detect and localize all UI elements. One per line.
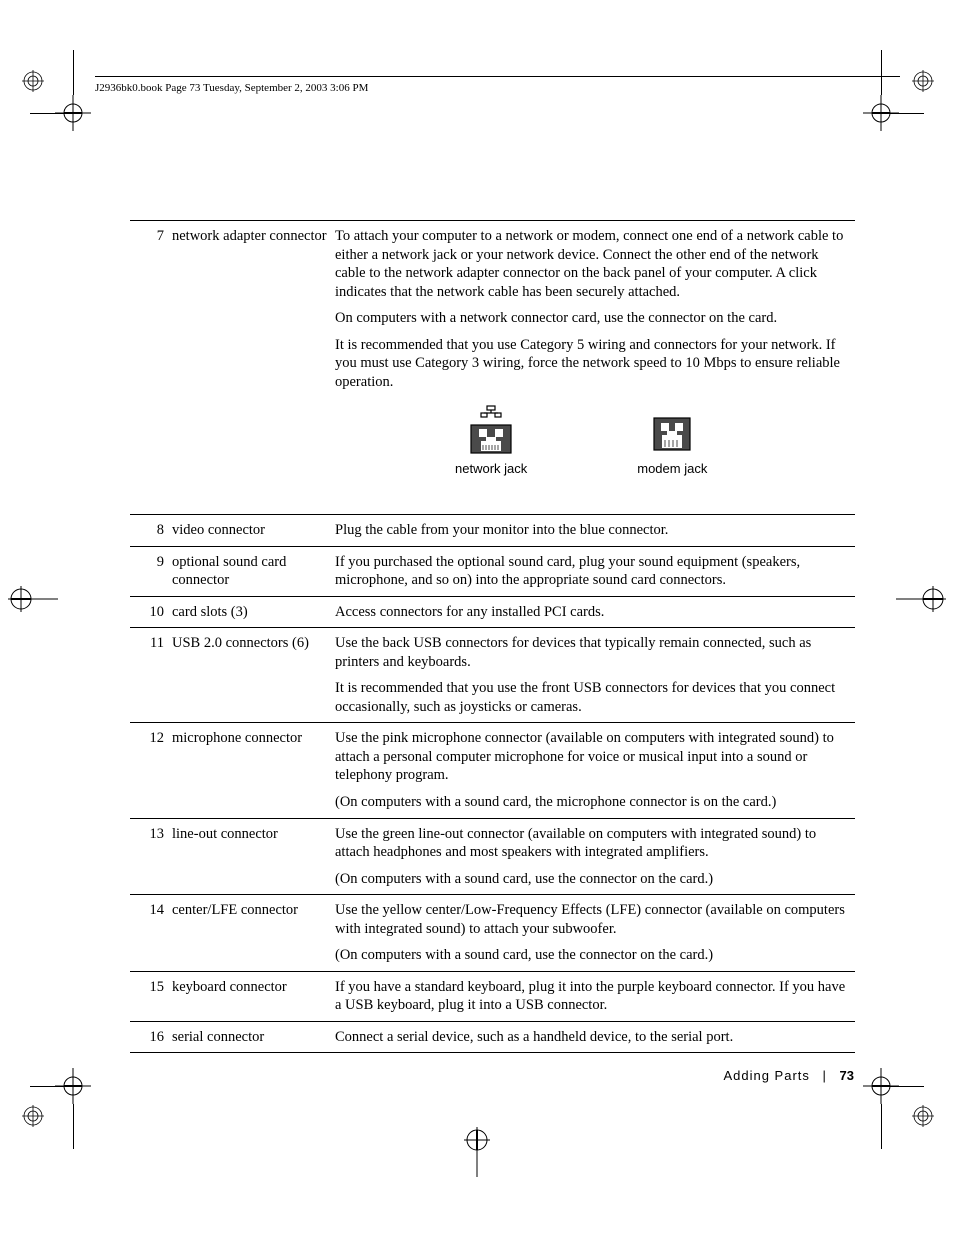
footer-section: Adding Parts [723,1068,809,1083]
regmark-bottom-left [22,1105,42,1125]
para: On computers with a network connector ca… [335,309,851,328]
crosshair-right [896,586,946,612]
content: 7 network adapter connector To attach yo… [130,220,855,1053]
network-jack-label: network jack [455,461,527,478]
rule-tl-h [30,113,73,114]
header-text: J2936bk0.book Page 73 Tuesday, September… [95,82,368,94]
row-name: serial connector [168,1021,331,1053]
para: It is recommended that you use the front… [335,679,851,716]
row-desc: To attach your computer to a network or … [331,221,855,515]
para: If you have a standard keyboard, plug it… [335,978,851,1015]
regmark-top-right [912,70,932,90]
para: To attach your computer to a network or … [335,227,851,301]
row-name: microphone connector [168,723,331,818]
row-desc: Connect a serial device, such as a handh… [331,1021,855,1053]
jack-row: network jack [335,391,851,508]
para: (On computers with a sound card, use the… [335,870,851,889]
rule-br-h [881,1086,924,1087]
row-desc: Use the back USB connectors for devices … [331,628,855,723]
regmark-top-left [22,70,42,90]
row-desc: Access connectors for any installed PCI … [331,596,855,628]
modem-jack-icon [653,417,691,455]
para: Use the pink microphone connector (avail… [335,729,851,785]
row-name: keyboard connector [168,971,331,1021]
para: If you purchased the optional sound card… [335,553,851,590]
para: Connect a serial device, such as a handh… [335,1028,851,1047]
para: (On computers with a sound card, use the… [335,946,851,965]
row-name: card slots (3) [168,596,331,628]
row-num: 8 [130,515,168,547]
row-num: 16 [130,1021,168,1053]
para: Use the back USB connectors for devices … [335,634,851,671]
rule-bl-h [30,1086,73,1087]
para: It is recommended that you use Category … [335,336,851,392]
footer: Adding Parts | 73 [723,1068,854,1083]
row-name: USB 2.0 connectors (6) [168,628,331,723]
para: Access connectors for any installed PCI … [335,603,851,622]
para: Use the yellow center/Low-Frequency Effe… [335,901,851,938]
row-name: optional sound card connector [168,546,331,596]
para: (On computers with a sound card, the mic… [335,793,851,812]
rule-tr-v [881,50,882,95]
modem-jack: modem jack [637,417,707,478]
row-desc: Use the green line-out connector (availa… [331,818,855,895]
row-num: 7 [130,221,168,515]
row-num: 12 [130,723,168,818]
row-num: 10 [130,596,168,628]
row-desc: Plug the cable from your monitor into th… [331,515,855,547]
header-rule [95,76,900,77]
crosshair-left [8,586,58,612]
row-num: 11 [130,628,168,723]
para: Plug the cable from your monitor into th… [335,521,851,540]
row-desc: Use the pink microphone connector (avail… [331,723,855,818]
row-name: center/LFE connector [168,895,331,972]
row-num: 14 [130,895,168,972]
network-jack: network jack [455,405,527,478]
row-desc: Use the yellow center/Low-Frequency Effe… [331,895,855,972]
row-desc: If you purchased the optional sound card… [331,546,855,596]
rule-tr-h [881,113,924,114]
rule-bl-v [73,1104,74,1149]
parts-table: 7 network adapter connector To attach yo… [130,220,855,1053]
network-jack-icon [469,405,513,455]
row-name: video connector [168,515,331,547]
row-desc: If you have a standard keyboard, plug it… [331,971,855,1021]
row-num: 15 [130,971,168,1021]
page: J2936bk0.book Page 73 Tuesday, September… [0,0,954,1235]
crosshair-bottom [464,1127,490,1177]
row-name: line-out connector [168,818,331,895]
row-num: 9 [130,546,168,596]
rule-tl-v [73,50,74,95]
footer-page: 73 [840,1068,854,1083]
footer-sep: | [823,1068,827,1083]
para: Use the green line-out connector (availa… [335,825,851,862]
row-num: 13 [130,818,168,895]
rule-br-v [881,1104,882,1149]
modem-jack-label: modem jack [637,461,707,478]
row-name: network adapter connector [168,221,331,515]
regmark-bottom-right [912,1105,932,1125]
